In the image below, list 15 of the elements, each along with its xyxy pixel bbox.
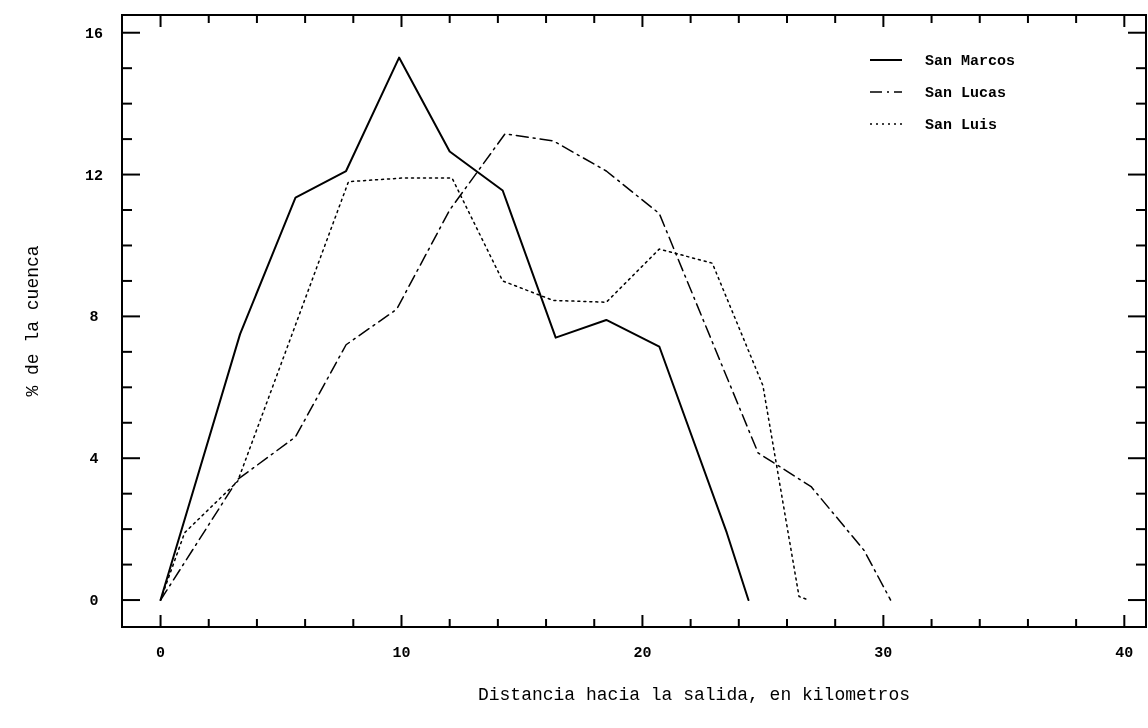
y-tick-label: 4 <box>89 451 99 469</box>
legend-label: San Luis <box>925 117 998 134</box>
x-tick-label: 20 <box>633 645 652 662</box>
legend-label: San Lucas <box>925 85 1007 102</box>
y-axis-title: % de la cuenca <box>23 245 43 397</box>
x-tick-label: 30 <box>874 645 893 662</box>
x-tick-label: 40 <box>1115 645 1134 662</box>
x-tick-label: 0 <box>156 645 166 662</box>
y-tick-label: 0 <box>89 593 99 611</box>
legend-label: San Marcos <box>925 53 1016 70</box>
x-tick-label: 10 <box>392 645 411 662</box>
x-axis-title: Distancia hacia la salida, en kilometros <box>477 685 911 705</box>
y-tick-label: 12 <box>84 167 104 185</box>
y-tick-label: 8 <box>89 309 99 327</box>
y-tick-label: 16 <box>84 25 104 43</box>
